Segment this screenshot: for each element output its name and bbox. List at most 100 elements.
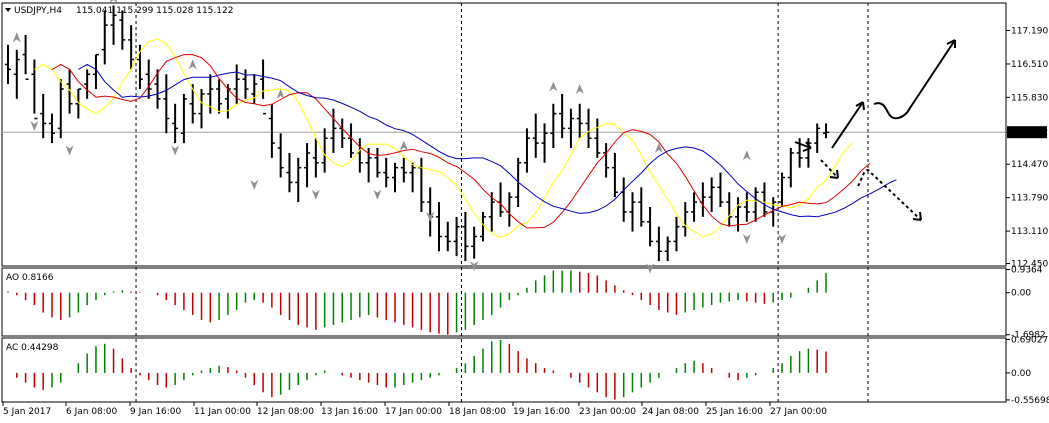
- fractal-down-icon: [250, 179, 259, 190]
- ohlc-bar: [40, 93, 47, 139]
- arrow-down-icon: [857, 168, 922, 221]
- ohlc-bar: [84, 69, 91, 99]
- price-panel[interactable]: [5, 0, 897, 274]
- ma-fast-line: [34, 38, 853, 239]
- ohlc-bar: [409, 162, 416, 193]
- ohlc-bar: [145, 59, 152, 99]
- ohlc-bar: [216, 79, 223, 114]
- ohlc-bar: [374, 148, 381, 178]
- ohlc-bar: [251, 74, 258, 104]
- x-tick-label: 13 Jan 16:00: [321, 407, 378, 417]
- fractal-up-icon: [742, 150, 751, 161]
- arrow-up-icon: [794, 141, 812, 149]
- ohlc-bar: [356, 138, 363, 173]
- ohlc-bar: [22, 34, 29, 80]
- ohlc-bar: [321, 128, 328, 173]
- ohlc-bar: [708, 177, 715, 212]
- ohlc-bar: [92, 53, 99, 90]
- ohlc-bar: [75, 88, 82, 119]
- ac-panel[interactable]: [8, 339, 827, 400]
- fractal-up-icon: [654, 142, 663, 153]
- ac-tick-label: 0.00: [1011, 369, 1031, 379]
- ao-tick-label: 0.9364: [1011, 266, 1043, 276]
- ohlc-bar: [119, 10, 126, 50]
- ma-slow-line: [78, 63, 897, 218]
- ohlc-bar: [189, 84, 196, 124]
- fractal-down-icon: [30, 120, 39, 131]
- ohlc-bar: [717, 172, 724, 208]
- y-tick-label: 114.470: [1011, 160, 1048, 170]
- ao-panel[interactable]: [7, 270, 827, 335]
- ohlc-bar: [233, 64, 240, 104]
- ohlc-bar: [726, 192, 733, 227]
- arrow-down-icon: [820, 159, 839, 179]
- y-tick-label: 115.830: [1011, 93, 1048, 103]
- ohlc-bar: [787, 148, 794, 188]
- ohlc-bar: [31, 59, 38, 120]
- ohlc-bar: [523, 128, 530, 173]
- ohlc-bar: [506, 192, 513, 227]
- ohlc-bar: [471, 226, 478, 259]
- fractal-up-icon: [12, 32, 21, 43]
- ohlc-bar: [576, 103, 583, 139]
- ohlc-bar: [101, 10, 108, 65]
- panel-frame: [1, 337, 1007, 403]
- ma-mid-line: [51, 54, 871, 229]
- ac-tick-label: 0.69027: [1011, 335, 1048, 345]
- x-tick-label: 24 Jan 08:00: [642, 407, 699, 417]
- ao-label: AO 0.8166: [6, 273, 54, 283]
- current-price-box: [1007, 126, 1047, 139]
- ohlc-bar: [5, 44, 11, 85]
- x-tick-label: 6 Jan 08:00: [66, 407, 118, 417]
- dropdown-triangle-icon[interactable]: [5, 8, 11, 12]
- ohlc-bar: [761, 182, 768, 217]
- ohlc-bar: [603, 143, 610, 178]
- ohlc-bar: [488, 192, 495, 232]
- ohlc-values: 115.041 115.299 115.028 115.122: [76, 6, 233, 16]
- ohlc-bar: [479, 211, 486, 242]
- fractal-down-icon: [373, 189, 382, 200]
- panel-frame: [1, 267, 1007, 337]
- ohlc-bar: [453, 216, 460, 257]
- fractal-down-icon: [171, 145, 180, 156]
- ohlc-bar: [268, 103, 275, 158]
- y-tick-label: 112.450: [1011, 260, 1048, 270]
- fractal-down-icon: [65, 145, 74, 156]
- ohlc-bar: [242, 69, 249, 99]
- ohlc-bar: [567, 108, 574, 149]
- ohlc-bar: [383, 157, 390, 188]
- fractal-down-icon: [470, 261, 479, 272]
- ohlc-bar: [57, 79, 64, 139]
- ac-label: AC 0.44298: [6, 343, 59, 353]
- x-tick-label: 12 Jan 08:00: [257, 407, 314, 417]
- ao-tick-label: 0.00: [1011, 289, 1031, 299]
- fractal-down-icon: [742, 234, 751, 245]
- ohlc-bar: [541, 123, 548, 163]
- ohlc-bar: [48, 113, 55, 144]
- fractal-up-icon: [399, 140, 408, 151]
- ohlc-bar: [330, 108, 337, 153]
- ohlc-bar: [594, 118, 601, 158]
- ohlc-bar: [655, 226, 662, 262]
- ohlc-bar: [435, 202, 442, 252]
- ohlc-bar: [620, 177, 627, 222]
- arrow-up-icon: [873, 39, 956, 120]
- fractal-down-icon: [426, 211, 435, 222]
- ohlc-bar: [462, 211, 469, 262]
- y-tick-label: 116.510: [1011, 60, 1048, 70]
- ohlc-bar: [647, 207, 654, 247]
- y-tick-label: 113.110: [1011, 227, 1048, 237]
- ohlc-bar: [638, 187, 645, 227]
- ohlc-bar: [823, 123, 829, 139]
- ohlc-bar: [66, 69, 73, 114]
- x-tick-label: 11 Jan 00:00: [194, 407, 251, 417]
- ohlc-bar: [611, 152, 618, 198]
- ohlc-bar: [180, 93, 187, 144]
- ohlc-bar: [752, 187, 759, 222]
- forecast-arrows: [794, 39, 956, 221]
- ohlc-bar: [532, 113, 539, 158]
- x-tick-label: 9 Jan 16:00: [130, 407, 182, 417]
- ohlc-bar: [110, 5, 117, 45]
- ohlc-bar: [585, 108, 592, 149]
